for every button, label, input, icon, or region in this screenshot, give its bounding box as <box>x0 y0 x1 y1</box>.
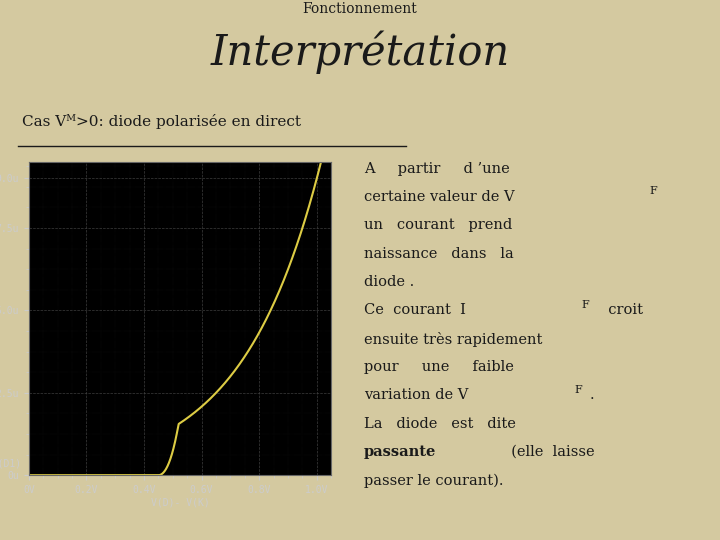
X-axis label: V(D)- V(K): V(D)- V(K) <box>150 498 210 508</box>
Text: Ce  courant  I: Ce courant I <box>364 303 465 318</box>
Text: (elle  laisse: (elle laisse <box>503 445 595 459</box>
Text: A     partir     d ’une: A partir d ’une <box>364 161 509 176</box>
Text: passante: passante <box>364 445 436 459</box>
Text: ensuite très rapidement: ensuite très rapidement <box>364 332 542 347</box>
Text: F: F <box>575 385 582 395</box>
Text: un   courant   prend: un courant prend <box>364 218 512 232</box>
Text: Interprétation: Interprétation <box>210 30 510 74</box>
Text: .: . <box>590 388 594 402</box>
Text: certaine valeur de V: certaine valeur de V <box>364 190 514 204</box>
Text: = I(D1): = I(D1) <box>0 459 22 469</box>
Text: naissance   dans   la: naissance dans la <box>364 247 513 261</box>
Text: diode .: diode . <box>364 275 414 289</box>
Text: Cas Vᴹ>0: diode polarisée en direct: Cas Vᴹ>0: diode polarisée en direct <box>22 113 302 129</box>
Text: passer le courant).: passer le courant). <box>364 473 503 488</box>
Text: F: F <box>582 300 589 310</box>
Text: variation de V: variation de V <box>364 388 468 402</box>
Text: F: F <box>649 186 657 197</box>
Text: croit: croit <box>599 303 644 318</box>
Text: pour     une     faible: pour une faible <box>364 360 513 374</box>
Text: La   diode   est   dite: La diode est dite <box>364 417 516 430</box>
Text: Fonctionnement: Fonctionnement <box>302 2 418 16</box>
